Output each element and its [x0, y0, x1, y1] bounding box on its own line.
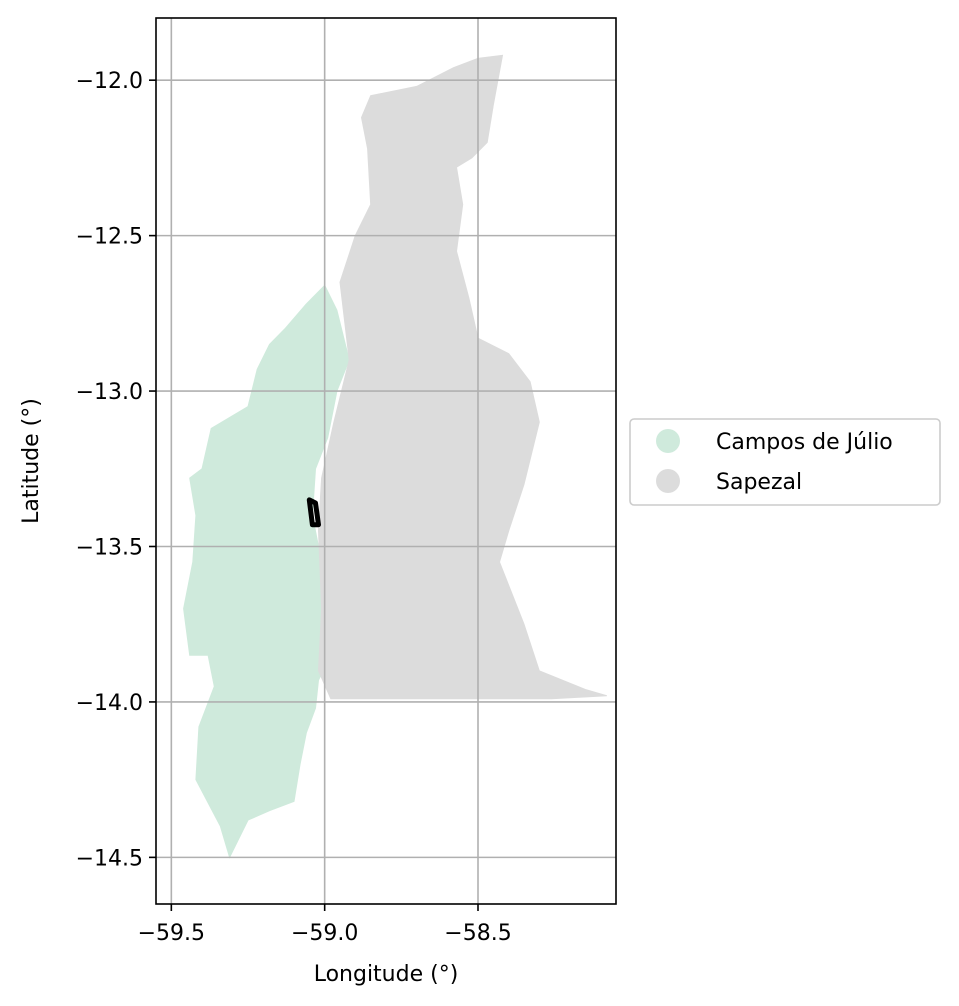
legend: Campos de Júlio Sapezal [629, 418, 941, 506]
y-tick-label: −13.5 [76, 535, 143, 560]
region-campos-de-julio [183, 284, 350, 859]
axes-frame [155, 17, 617, 905]
x-tick-label: −59.5 [138, 921, 205, 946]
study-area-outline [306, 497, 321, 528]
y-tick-label: −12.5 [76, 225, 143, 250]
legend-label-campos-de-julio: Campos de Júlio [716, 430, 893, 455]
legend-frame [629, 418, 941, 506]
x-ticks: −59.5 −59.0 −58.5 [138, 904, 512, 946]
highlight-layer [306, 497, 321, 528]
y-tick-label: −14.5 [76, 846, 143, 871]
y-tick-label: −13.0 [76, 380, 143, 405]
y-tick-label: −14.0 [76, 691, 143, 716]
legend-label-sapezal: Sapezal [716, 470, 802, 495]
regions-layer [183, 54, 607, 859]
region-sapezal [317, 54, 607, 700]
grid-layer [156, 18, 616, 904]
legend-swatch-sapezal [656, 469, 680, 493]
x-axis-label: Longitude (°) [314, 962, 459, 987]
legend-swatch-campos-de-julio [656, 429, 680, 453]
x-tick-label: −58.5 [444, 921, 511, 946]
y-axis-label: Latitude (°) [19, 398, 44, 524]
x-tick-label: −59.0 [291, 921, 358, 946]
y-tick-label: −12.0 [76, 69, 143, 94]
y-ticks: −12.0 −12.5 −13.0 −13.5 −14.0 −14.5 [76, 69, 156, 871]
